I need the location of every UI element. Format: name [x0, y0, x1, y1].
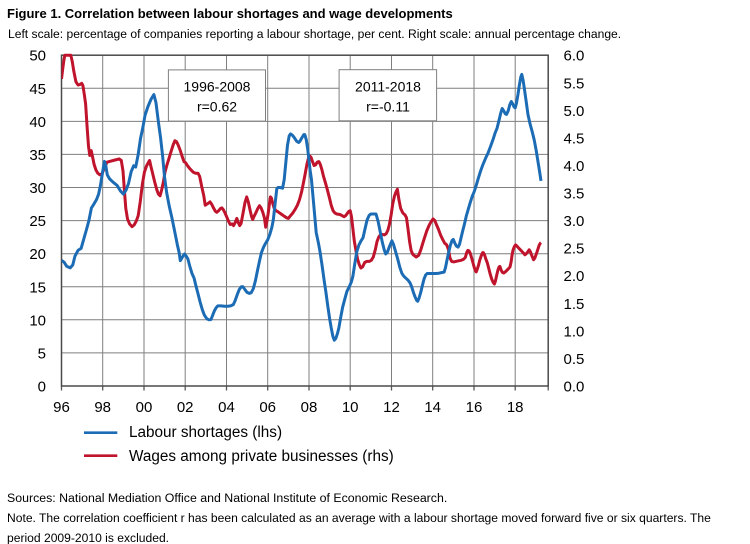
svg-text:98: 98: [94, 399, 111, 416]
svg-text:2011-2018: 2011-2018: [355, 79, 421, 95]
svg-text:15: 15: [29, 279, 46, 296]
svg-text:25: 25: [29, 213, 46, 230]
svg-text:2.5: 2.5: [564, 241, 585, 258]
svg-text:5.0: 5.0: [564, 103, 585, 120]
svg-text:16: 16: [466, 399, 483, 416]
svg-text:02: 02: [177, 399, 194, 416]
svg-text:5.5: 5.5: [564, 75, 585, 92]
svg-text:96: 96: [53, 399, 70, 416]
svg-text:08: 08: [301, 399, 318, 416]
svg-text:1.0: 1.0: [564, 323, 585, 340]
svg-text:35: 35: [29, 147, 46, 164]
svg-text:00: 00: [136, 399, 153, 416]
svg-text:18: 18: [507, 399, 524, 416]
svg-text:0.5: 0.5: [564, 351, 585, 368]
svg-text:40: 40: [29, 114, 46, 131]
svg-text:10: 10: [29, 312, 46, 329]
svg-text:2.0: 2.0: [564, 268, 585, 285]
svg-text:45: 45: [29, 81, 46, 98]
svg-text:1996-2008: 1996-2008: [184, 79, 251, 95]
svg-text:10: 10: [342, 399, 359, 416]
svg-text:1.5: 1.5: [564, 296, 585, 313]
svg-text:14: 14: [424, 399, 441, 416]
svg-text:06: 06: [259, 399, 276, 416]
svg-text:4.0: 4.0: [564, 158, 585, 175]
svg-text:20: 20: [29, 246, 46, 263]
svg-text:6.0: 6.0: [564, 48, 585, 65]
svg-text:30: 30: [29, 180, 46, 197]
svg-text:50: 50: [29, 48, 46, 65]
svg-text:r=0.62: r=0.62: [197, 99, 237, 115]
svg-text:4.5: 4.5: [564, 130, 585, 147]
svg-text:04: 04: [218, 399, 235, 416]
svg-text:3.0: 3.0: [564, 213, 585, 230]
svg-text:5: 5: [38, 345, 46, 362]
svg-text:0.0: 0.0: [564, 379, 585, 396]
svg-text:3.5: 3.5: [564, 186, 585, 203]
svg-text:r=-0.11: r=-0.11: [366, 99, 410, 115]
svg-text:12: 12: [383, 399, 400, 416]
svg-text:0: 0: [38, 379, 46, 396]
